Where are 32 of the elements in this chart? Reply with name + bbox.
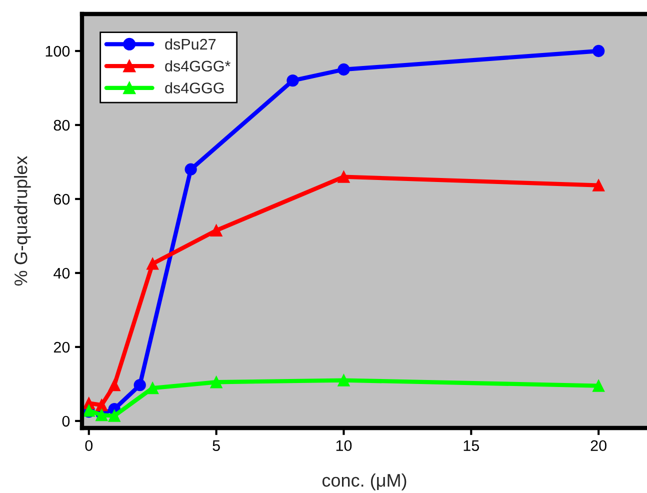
point <box>146 382 159 394</box>
legend-label: ds4GGG <box>165 82 224 94</box>
point <box>286 74 299 87</box>
point <box>338 63 350 76</box>
y-tick-label: 100 <box>46 46 70 57</box>
x-tick-label: 5 <box>212 440 220 452</box>
point <box>210 224 222 237</box>
y-tick-label: 0 <box>62 416 70 427</box>
point <box>134 379 146 392</box>
y-tick-label: 20 <box>54 342 70 353</box>
point <box>108 410 120 422</box>
point <box>96 398 108 412</box>
point <box>210 376 222 388</box>
y-axis-title: % G-quadruplex <box>14 156 31 286</box>
legend-label: ds4GGG* <box>165 60 230 72</box>
point <box>338 170 350 183</box>
x-tick-label: 15 <box>464 440 480 452</box>
x-axis-title: conc. (μM) <box>322 473 406 490</box>
legend-label: dsPu27 <box>165 38 216 50</box>
point <box>146 258 159 270</box>
x-tick-label: 10 <box>336 440 352 452</box>
point <box>184 163 197 176</box>
point <box>592 44 605 58</box>
y-tick-label: 60 <box>54 194 70 205</box>
y-tick-label: 40 <box>54 268 70 279</box>
point <box>338 374 350 386</box>
point <box>592 380 605 392</box>
point <box>108 379 120 392</box>
x-tick-label: 0 <box>85 440 93 452</box>
point <box>592 179 605 192</box>
y-tick-label: 80 <box>54 120 70 131</box>
x-tick-label: 20 <box>590 440 606 452</box>
